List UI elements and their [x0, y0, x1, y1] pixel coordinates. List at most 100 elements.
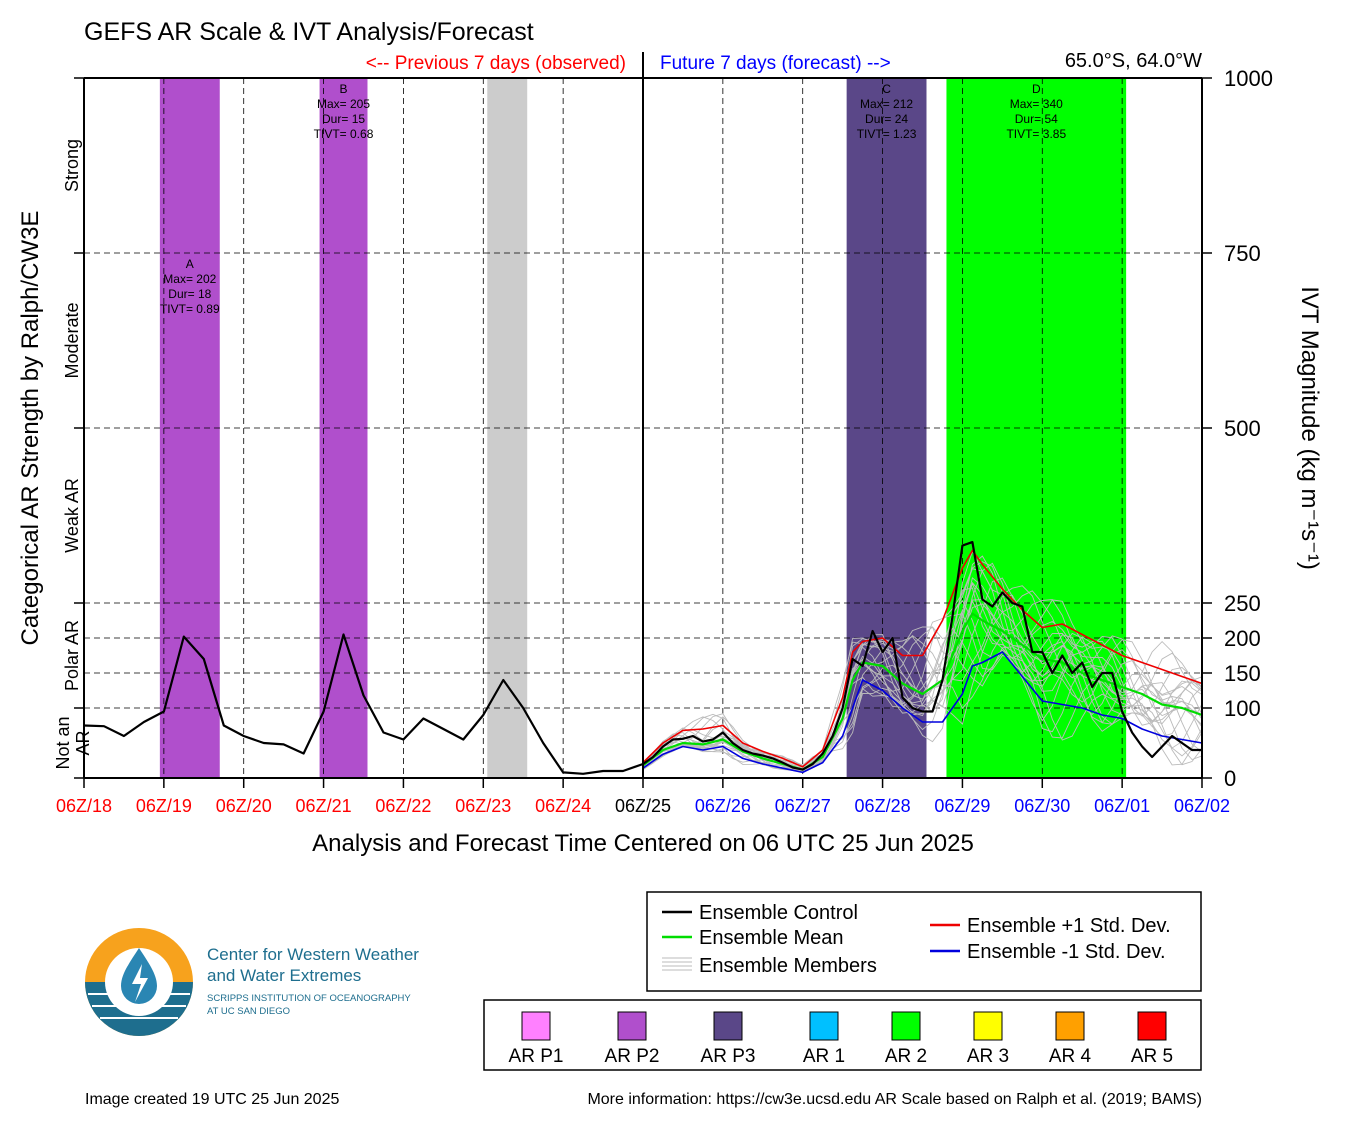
chart-title: GEFS AR Scale & IVT Analysis/Forecast [84, 18, 534, 46]
ar-scale-swatch [713, 1011, 743, 1041]
ar-scale-label: AR 3 [967, 1046, 1009, 1067]
x-tick-labels: 06Z/18 06Z/19 06Z/20 06Z/21 06Z/22 06Z/23 06Z/… [56, 778, 1230, 816]
x-tick-label: 06Z/20 [216, 796, 272, 816]
legend-label: Ensemble Mean [699, 927, 844, 949]
logo-line-1: Center for Western Weather [207, 945, 419, 964]
legend-label: Ensemble -1 Std. Dev. [967, 941, 1166, 963]
observed-control-line [83, 633, 644, 775]
category-labels: Not an AR Polar AR Weak AR Moderate Strong [53, 77, 93, 779]
ar-event-label-A: A [186, 257, 194, 271]
ar-event-label-D: TIVT= 3.85 [1006, 127, 1066, 141]
ar-event-label-D: Dur= 54 [1015, 112, 1058, 126]
ar-event-label-D: Max= 340 [1010, 97, 1063, 111]
ar-event-label-C: C [882, 82, 891, 96]
ar-scale-swatch [891, 1011, 921, 1041]
ar-scale-label: AR 1 [803, 1046, 845, 1067]
line-legend-box [646, 891, 1202, 992]
ar-scale-label: AR 2 [885, 1046, 927, 1067]
previous-days-label: <-- Previous 7 days (observed) [366, 53, 626, 74]
x-tick-label: 06Z/24 [535, 796, 591, 816]
x-tick-label: 06Z/19 [136, 796, 192, 816]
x-tick-label: 06Z/23 [455, 796, 511, 816]
ar-scale-label: AR P1 [509, 1046, 564, 1067]
legend-label: Ensemble Control [699, 902, 858, 924]
series-line-ensemble-1-std-dev- [642, 549, 1203, 768]
ensemble-member-line [642, 582, 1203, 772]
category-label: AR [73, 730, 93, 755]
y-tick-label: 100 [1224, 696, 1261, 721]
ensemble-member-line [642, 599, 1203, 771]
right-axis-title: IVT Magnitude (kg m⁻¹s⁻¹) [1296, 286, 1323, 570]
ar-event-label-C: TIVT= 1.23 [857, 127, 917, 141]
ar-scale-label: AR P2 [605, 1046, 660, 1067]
ar-scale-swatch [1137, 1011, 1167, 1041]
ar-event-label-B: Dur= 15 [322, 112, 365, 126]
cw3e-logo [85, 928, 193, 1036]
x-tick-label: 06Z/18 [56, 796, 112, 816]
x-axis-title: Analysis and Forecast Time Centered on 0… [312, 830, 974, 857]
x-tick-label: 06Z/02 [1174, 796, 1230, 816]
ar-scale-swatch [1055, 1011, 1085, 1041]
category-label: Polar AR [62, 620, 82, 691]
ar-event-label-B: TIVT= 0.68 [314, 127, 374, 141]
ar-scale-swatch [809, 1011, 839, 1041]
x-tick-label: 06Z/27 [775, 796, 831, 816]
ensemble-member-line [642, 555, 1203, 768]
left-axis-title: Categorical AR Strength by Ralph/CW3E [17, 211, 44, 646]
category-label: Not an [53, 716, 73, 769]
series-line-ensemble-mean [642, 612, 1203, 771]
x-tick-label: 06Z/25 [615, 796, 671, 816]
logo-line-4: AT UC SAN DIEGO [207, 1006, 290, 1017]
ar-scale-label: AR 4 [1049, 1046, 1092, 1067]
ar-event-label-C: Max= 212 [860, 97, 913, 111]
y-tick-label: 500 [1224, 416, 1261, 441]
ar-scale-label: AR P3 [701, 1046, 756, 1067]
footer-created: Image created 19 UTC 25 Jun 2025 [85, 1091, 339, 1108]
location-label: 65.0°S, 64.0°W [1065, 50, 1202, 72]
footer-info: More information: https://cw3e.ucsd.edu … [587, 1091, 1202, 1108]
ensemble-member-line [642, 600, 1203, 771]
ensemble-member-line [642, 568, 1203, 767]
ar-event-label-B: Max= 205 [317, 97, 370, 111]
ar-scale-swatch [521, 1011, 551, 1041]
ar-scale-legend: AR P1 AR P2 AR P3 AR 1 AR 2 AR 3 AR 4 AR 5 [509, 1011, 1173, 1067]
ensemble-member-line [642, 577, 1203, 772]
series-line-ensemble-control [642, 540, 1202, 771]
line-legend: Ensemble Control Ensemble Mean Ensemble Me… [662, 902, 1171, 977]
ensemble-members [642, 550, 1203, 773]
ar-event-label-A: TIVT= 0.89 [160, 302, 220, 316]
y-tick-label: 200 [1224, 626, 1261, 651]
ar-event-label-C: Dur= 24 [865, 112, 908, 126]
ar-event-label-A: Dur= 18 [168, 287, 211, 301]
y-tick-label: 150 [1224, 661, 1261, 686]
y-tick-labels: 0 100 150 200 250 500 750 1000 [1202, 66, 1273, 791]
x-tick-label: 06Z/21 [296, 796, 352, 816]
y-tick-label: 1000 [1224, 66, 1273, 91]
y-tick-label: 750 [1224, 241, 1261, 266]
future-days-label: Future 7 days (forecast) --> [660, 53, 891, 74]
category-label: Moderate [62, 302, 82, 378]
ar-event-label-D: D [1032, 82, 1041, 96]
category-label: Strong [62, 139, 82, 192]
x-tick-label: 06Z/28 [855, 796, 911, 816]
x-tick-label: 06Z/29 [934, 796, 990, 816]
ar-scale-swatch [617, 1011, 647, 1041]
series-line-ensemble-1-std-dev- [642, 651, 1203, 774]
ensemble-member-line [642, 599, 1203, 770]
legend-label: Ensemble Members [699, 955, 877, 977]
ar-scale-label: AR 5 [1131, 1046, 1173, 1067]
ar-event-label-B: B [340, 82, 348, 96]
x-tick-label: 06Z/22 [375, 796, 431, 816]
logo-line-3: SCRIPPS INSTITUTION OF OCEANOGRAPHY [207, 993, 411, 1004]
x-tick-label: 06Z/30 [1014, 796, 1070, 816]
y-tick-label: 0 [1224, 766, 1236, 791]
y-tick-label: 250 [1224, 591, 1261, 616]
category-label: Weak AR [62, 478, 82, 553]
ensemble-member-line [642, 611, 1203, 772]
legend-label: Ensemble +1 Std. Dev. [967, 915, 1171, 937]
x-tick-label: 06Z/01 [1094, 796, 1150, 816]
ar-event-label-A: Max= 202 [163, 272, 216, 286]
x-tick-label: 06Z/26 [695, 796, 751, 816]
